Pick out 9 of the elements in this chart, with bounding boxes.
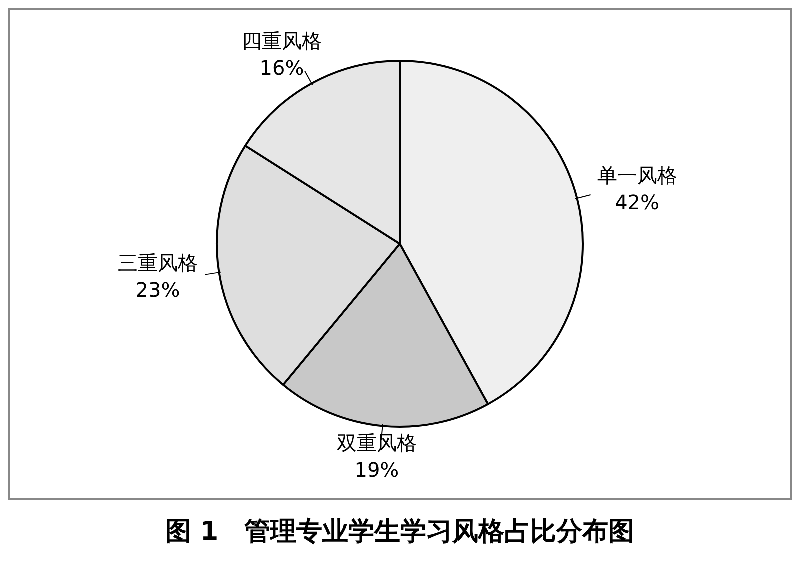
data-label: 19% — [354, 458, 400, 482]
data-label: 16% — [260, 56, 304, 80]
slice-label: 三重风格 — [118, 250, 198, 275]
slice-label: 单一风格 — [597, 164, 678, 188]
data-label: 42% — [615, 190, 660, 215]
text: 图 1 管理专业学生学习风格占比分布图 — [164, 516, 636, 549]
slice-label: 双重风格 — [336, 431, 417, 456]
slice-label: 四重风格 — [242, 28, 322, 53]
data-label: 23% — [136, 278, 180, 302]
